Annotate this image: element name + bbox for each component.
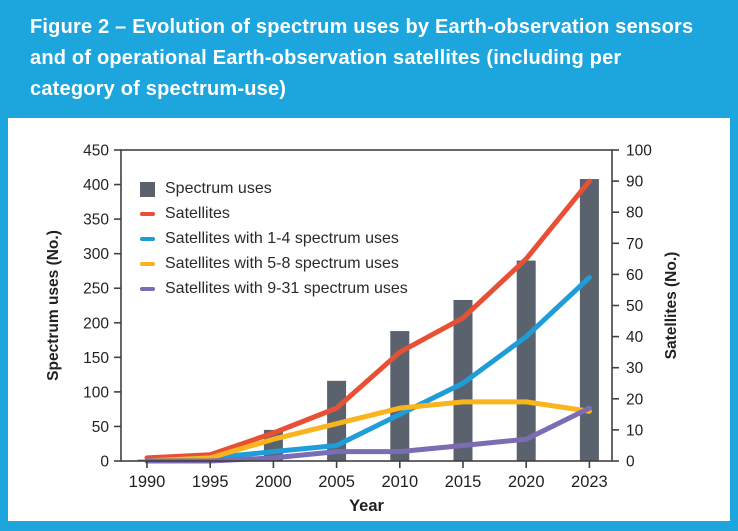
- legend-label-spectrum-uses: Spectrum uses: [165, 180, 272, 197]
- x-axis-tick-label: 2005: [318, 473, 355, 491]
- right-axis-title: Satellites (No.): [663, 252, 680, 360]
- chart-legend: Spectrum uses Satellites Satellites with 1…: [140, 180, 408, 298]
- line-satellites-5-8: [144, 399, 592, 464]
- legend-label-satellites: Satellites: [165, 205, 230, 222]
- x-axis-title: Year: [349, 497, 384, 515]
- figure-header: Figure 2 – Evolution of spectrum uses by…: [0, 0, 738, 118]
- left-axis-tick-label: 350: [83, 212, 109, 229]
- right-axis-tick-label: 90: [626, 174, 644, 191]
- right-axis-tick-label: 30: [626, 360, 644, 377]
- right-axis-tick-label: 10: [626, 422, 644, 439]
- right-axis-tick-label: 50: [626, 298, 644, 315]
- right-axis-tick-label: 80: [626, 205, 644, 222]
- bar-spectrum-uses-2020: [516, 260, 536, 461]
- combo-chart: 0 50 100 150 200 250 300 350 400 450 0 10 20 30 40 50 60…: [45, 143, 680, 516]
- right-axis-tick-label: 0: [626, 454, 635, 471]
- bar-spectrum-uses-2010: [390, 331, 410, 461]
- left-axis-tick-label: 200: [83, 315, 109, 332]
- left-axis-tick-label: 400: [83, 177, 109, 194]
- x-axis-tick-label: 2023: [571, 473, 608, 491]
- chart-panel: 0 50 100 150 200 250 300 350 400 450 0 10 20 30 40 50 60…: [8, 118, 730, 521]
- legend-item-satellites-9-31: Satellites with 9-31 spectrum uses: [140, 280, 408, 298]
- right-axis-tick-label: 20: [626, 391, 644, 408]
- x-axis-tick-label: 2000: [255, 473, 292, 491]
- left-axis-tick-label: 250: [83, 281, 109, 298]
- left-axis-tick-label: 100: [83, 384, 109, 401]
- legend-label-satellites-9-31: Satellites with 9-31 spectrum uses: [165, 280, 408, 297]
- legend-swatch-satellites-5-8: [140, 261, 155, 267]
- left-axis-tick-label: 150: [83, 350, 109, 367]
- x-axis-tick-label: 2010: [381, 473, 418, 491]
- legend-item-satellites-1-4: Satellites with 1-4 spectrum uses: [140, 230, 408, 248]
- x-axis-tick-label: 2020: [508, 473, 545, 491]
- left-axis-tick-label: 300: [83, 246, 109, 263]
- legend-swatch-satellites-1-4: [140, 236, 155, 242]
- left-axis-tick-label: 450: [83, 143, 109, 160]
- right-axis-tick-label: 60: [626, 267, 644, 284]
- right-axis-tick-label: 70: [626, 236, 644, 253]
- left-axis-tick-label: 50: [92, 419, 110, 436]
- legend-item-spectrum-uses: Spectrum uses: [140, 180, 408, 198]
- left-axis-title: Spectrum uses (No.): [45, 230, 62, 381]
- x-axis-tick-label: 2015: [445, 473, 482, 491]
- figure-title: Figure 2 – Evolution of spectrum uses by…: [30, 16, 694, 100]
- left-axis-tick-label: 0: [100, 454, 109, 471]
- x-axis-tick-label: 1995: [192, 473, 229, 491]
- right-axis-tick-label: 100: [626, 143, 652, 160]
- legend-label-satellites-1-4: Satellites with 1-4 spectrum uses: [165, 230, 399, 247]
- legend-item-satellites-5-8: Satellites with 5-8 spectrum uses: [140, 255, 408, 273]
- legend-label-satellites-5-8: Satellites with 5-8 spectrum uses: [165, 255, 399, 272]
- line-satellites: [144, 178, 592, 461]
- legend-swatch-spectrum-uses: [140, 181, 155, 197]
- right-axis-tick-label: 40: [626, 329, 644, 346]
- x-axis-tick-label: 1990: [129, 473, 166, 491]
- legend-swatch-satellites-9-31: [140, 286, 155, 292]
- bar-spectrum-uses-2023: [579, 179, 599, 461]
- legend-swatch-satellites: [140, 211, 155, 217]
- legend-item-satellites: Satellites: [140, 205, 408, 223]
